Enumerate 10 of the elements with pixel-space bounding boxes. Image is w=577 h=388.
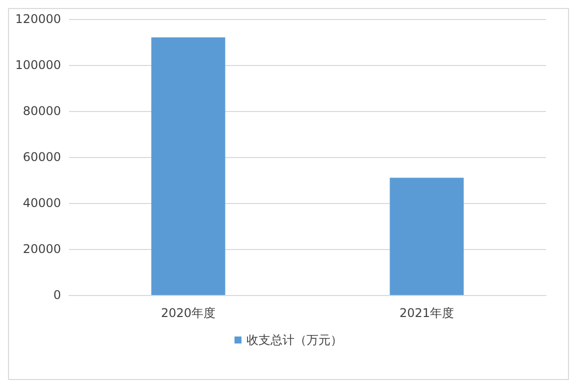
y-tick-label: 100000 xyxy=(15,58,61,72)
y-tick-label: 40000 xyxy=(22,196,61,210)
y-tick-label: 60000 xyxy=(22,150,61,164)
x-tick-label: 2020年度 xyxy=(160,306,216,320)
y-tick-label: 120000 xyxy=(15,12,61,26)
y-tick-label: 20000 xyxy=(22,242,61,256)
y-tick-label: 80000 xyxy=(22,104,61,118)
x-tick-label: 2021年度 xyxy=(399,306,454,320)
y-tick-label: 0 xyxy=(53,288,61,302)
legend-label: 收支总计（万元） xyxy=(246,333,342,347)
